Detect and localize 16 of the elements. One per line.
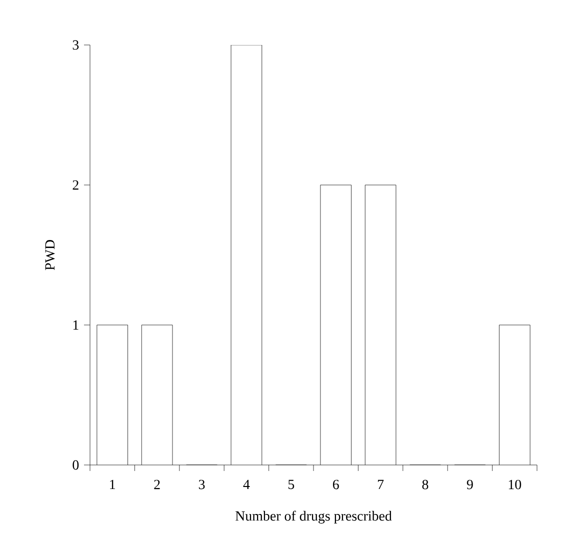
x-tick-label: 3 — [198, 480, 205, 490]
x-tick-label: 10 — [508, 480, 522, 490]
x-tick-label: 7 — [378, 480, 384, 489]
y-axis-title: PWD — [45, 240, 55, 270]
x-tick-label: 8 — [422, 480, 428, 490]
x-tick-label: 6 — [332, 480, 339, 490]
x-tick-label: 5 — [288, 480, 294, 490]
x-tick-label: 1 — [110, 480, 116, 490]
y-tick-label: 1 — [73, 320, 78, 330]
x-tick-label: 4 — [243, 480, 250, 490]
x-axis-title: Number of drugs prescribed — [235, 510, 392, 524]
y-tick-label: 0 — [72, 460, 79, 470]
y-tick-label: 3 — [72, 40, 79, 50]
x-tick-label: 9 — [466, 480, 473, 490]
y-tick-label: 2 — [72, 180, 78, 190]
x-tick-label: 2 — [154, 480, 160, 490]
